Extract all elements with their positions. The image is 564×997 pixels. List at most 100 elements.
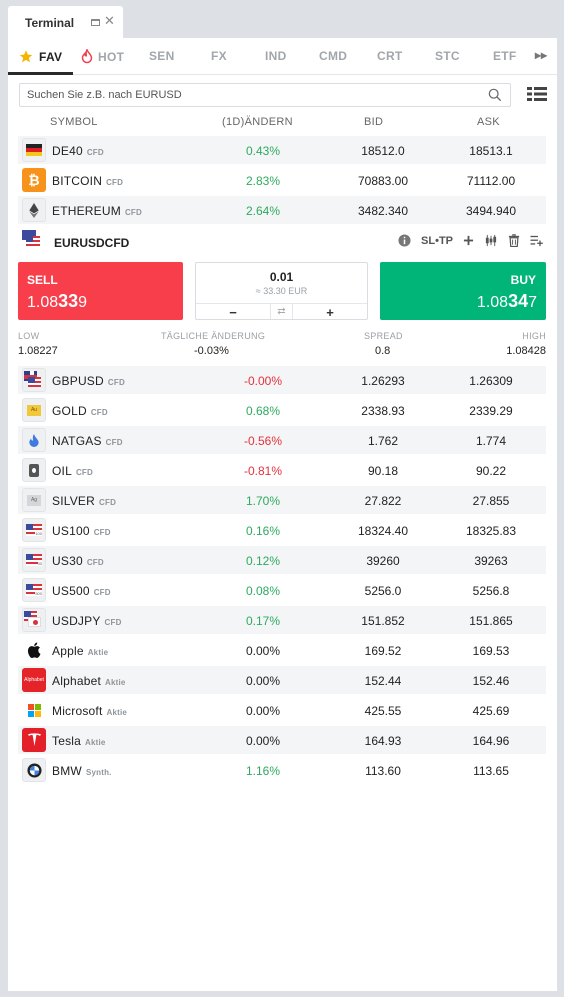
symbol-name: GBPUSD xyxy=(52,374,104,388)
instrument-row-natgas[interactable]: NATGAS CFD -0.56% 1.762 1.774 xyxy=(18,426,546,454)
tab-sen[interactable]: SEN xyxy=(149,49,175,63)
low-value: 1.08227 xyxy=(18,345,58,357)
instrument-row-oil[interactable]: OIL CFD -0.81% 90.18 90.22 xyxy=(18,456,546,484)
instrument-row-ethereum[interactable]: ETHEREUM CFD 2.64% 3482.340 3494.940 xyxy=(18,196,546,224)
microsoft-icon xyxy=(22,698,46,722)
bid-value: 90.18 xyxy=(367,464,399,478)
buy-price: 1.08347 xyxy=(476,291,537,311)
instrument-row-us30[interactable]: 30 US30 CFD 0.12% 39260 39263 xyxy=(18,546,546,574)
instrument-row-us100[interactable]: 100 US100 CFD 0.16% 18324.40 18325.83 xyxy=(18,516,546,544)
symbol-name: SILVER xyxy=(52,494,95,508)
info-icon[interactable] xyxy=(398,234,411,247)
us-flag-icon: 500 xyxy=(22,578,46,602)
change-value: 0.12% xyxy=(245,554,281,568)
bid-value: 18512.0 xyxy=(361,144,405,158)
change-value: 0.43% xyxy=(245,144,281,158)
buy-label: BUY xyxy=(510,273,536,287)
increase-quantity-button[interactable]: + xyxy=(326,305,334,320)
sell-button[interactable]: SELL 1.08339 xyxy=(18,262,183,320)
change-value: -0.81% xyxy=(243,464,283,478)
sl-tp-button[interactable]: SL•TP xyxy=(421,234,453,247)
trash-icon[interactable] xyxy=(508,234,520,247)
change-value: -0.00% xyxy=(243,374,283,388)
ask-value: 113.65 xyxy=(473,764,509,778)
tab-cmd[interactable]: CMD xyxy=(319,49,348,63)
column-header-ask[interactable]: ASK xyxy=(477,116,500,128)
change-value: 0.00% xyxy=(245,674,281,688)
instrument-row-microsoft[interactable]: Microsoft Aktie 0.00% 425.55 425.69 xyxy=(18,696,546,724)
terminal-panel: FAV HOT SEN FX IND CMD CRT STC ETF ▸▸ SY… xyxy=(8,38,557,991)
ethereum-icon xyxy=(22,198,46,222)
quantity-stepper: 0.01 ≈ 33.30 EUR − ⇄ + xyxy=(195,262,368,320)
symbol-type: CFD xyxy=(106,178,124,187)
symbol-type: Synth. xyxy=(85,768,112,777)
instrument-row-bmw[interactable]: BMW Synth. 1.16% 113.60 113.65 xyxy=(18,756,546,784)
column-header-bid[interactable]: BID xyxy=(364,116,384,128)
ask-value: 1.26309 xyxy=(469,374,513,388)
ask-value: 2339.29 xyxy=(469,404,513,418)
instrument-row-bitcoin[interactable]: ₿ BITCOIN CFD 2.83% 70883.00 71112.00 xyxy=(18,166,546,194)
tab-etf[interactable]: ETF xyxy=(493,49,517,63)
add-to-list-icon[interactable] xyxy=(530,234,544,247)
instrument-row-tesla[interactable]: Tesla Aktie 0.00% 164.93 164.96 xyxy=(18,726,546,754)
plus-icon[interactable] xyxy=(463,235,474,246)
tab-stc[interactable]: STC xyxy=(435,49,460,63)
instrument-row-eurusd-expanded[interactable]: EURUSDCFD SL•TP xyxy=(18,228,546,256)
eu-us-flag-icon xyxy=(22,230,42,248)
symbol-name: Microsoft xyxy=(52,704,103,718)
symbol-type: CFD xyxy=(86,148,104,157)
search-input[interactable] xyxy=(20,84,480,106)
instrument-row-us500[interactable]: 500 US500 CFD 0.08% 5256.0 5256.8 xyxy=(18,576,546,604)
swap-icon[interactable]: ⇄ xyxy=(270,304,293,319)
symbol-type: CFD xyxy=(104,236,130,250)
oil-drop-icon xyxy=(22,458,46,482)
us-flag-icon: 30 xyxy=(22,548,46,572)
decrease-quantity-button[interactable]: − xyxy=(229,305,237,320)
buy-button[interactable]: BUY 1.08347 xyxy=(380,262,546,320)
tab-crt[interactable]: CRT xyxy=(377,49,403,63)
instrument-row-alphabet[interactable]: Alphabet Alphabet Aktie 0.00% 152.44 152.… xyxy=(18,666,546,694)
bid-value: 151.852 xyxy=(361,614,405,628)
bid-value: 18324.40 xyxy=(357,524,409,538)
column-header-symbol[interactable]: SYMBOL xyxy=(50,116,98,128)
star-icon xyxy=(19,50,33,63)
list-view-icon[interactable] xyxy=(527,86,547,102)
ask-value: 71112.00 xyxy=(466,174,516,188)
tab-fav[interactable]: FAV xyxy=(18,49,62,64)
ask-value: 90.22 xyxy=(475,464,507,478)
quantity-equivalent: ≈ 33.30 EUR xyxy=(255,286,308,296)
terminal-tab[interactable]: Terminal ✕ xyxy=(8,6,123,38)
tab-ind[interactable]: IND xyxy=(265,49,287,63)
close-icon[interactable]: ✕ xyxy=(104,13,115,28)
gas-flame-icon xyxy=(22,428,46,452)
instrument-row-apple[interactable]: Apple Aktie 0.00% 169.52 169.53 xyxy=(18,636,546,664)
change-value: 0.00% xyxy=(245,644,281,658)
quantity-value[interactable]: 0.01 xyxy=(269,270,294,284)
search-icon[interactable] xyxy=(488,88,502,102)
change-value: 0.00% xyxy=(245,734,281,748)
candles-chart-icon[interactable] xyxy=(484,234,498,247)
symbol-name: DE40 xyxy=(52,144,83,158)
instrument-row-usdjpy[interactable]: USDJPY CFD 0.17% 151.852 151.865 xyxy=(18,606,546,634)
tab-fx[interactable]: FX xyxy=(211,49,227,63)
more-tabs-icon[interactable]: ▸▸ xyxy=(535,48,548,62)
spread-label: SPREAD xyxy=(364,331,403,341)
symbol-name: NATGAS xyxy=(52,434,102,448)
instrument-row-gbpusd[interactable]: GBPUSD CFD -0.00% 1.26293 1.26309 xyxy=(18,366,546,394)
tab-hot[interactable]: HOT xyxy=(81,47,125,64)
change-value: 2.83% xyxy=(245,174,281,188)
maximize-icon[interactable] xyxy=(91,19,100,26)
instrument-row-gold[interactable]: Au GOLD CFD 0.68% 2338.93 2339.29 xyxy=(18,396,546,424)
ask-value: 5256.8 xyxy=(472,584,510,598)
symbol-name: Apple xyxy=(52,644,84,658)
instrument-row-silver[interactable]: Ag SILVER CFD 1.70% 27.822 27.855 xyxy=(18,486,546,514)
change-value: 0.00% xyxy=(245,704,281,718)
symbol-type: CFD xyxy=(93,588,111,597)
gold-icon: Au xyxy=(22,398,46,422)
column-header-change[interactable]: (1D)ÄNDERN xyxy=(222,116,293,128)
gb-us-flag-icon xyxy=(22,368,46,392)
daily-change-value: -0.03% xyxy=(194,345,229,357)
symbol-type: CFD xyxy=(104,618,122,627)
instrument-row-de40[interactable]: DE40 CFD 0.43% 18512.0 18513.1 xyxy=(18,136,546,164)
tab-hot-label: HOT xyxy=(98,50,125,64)
